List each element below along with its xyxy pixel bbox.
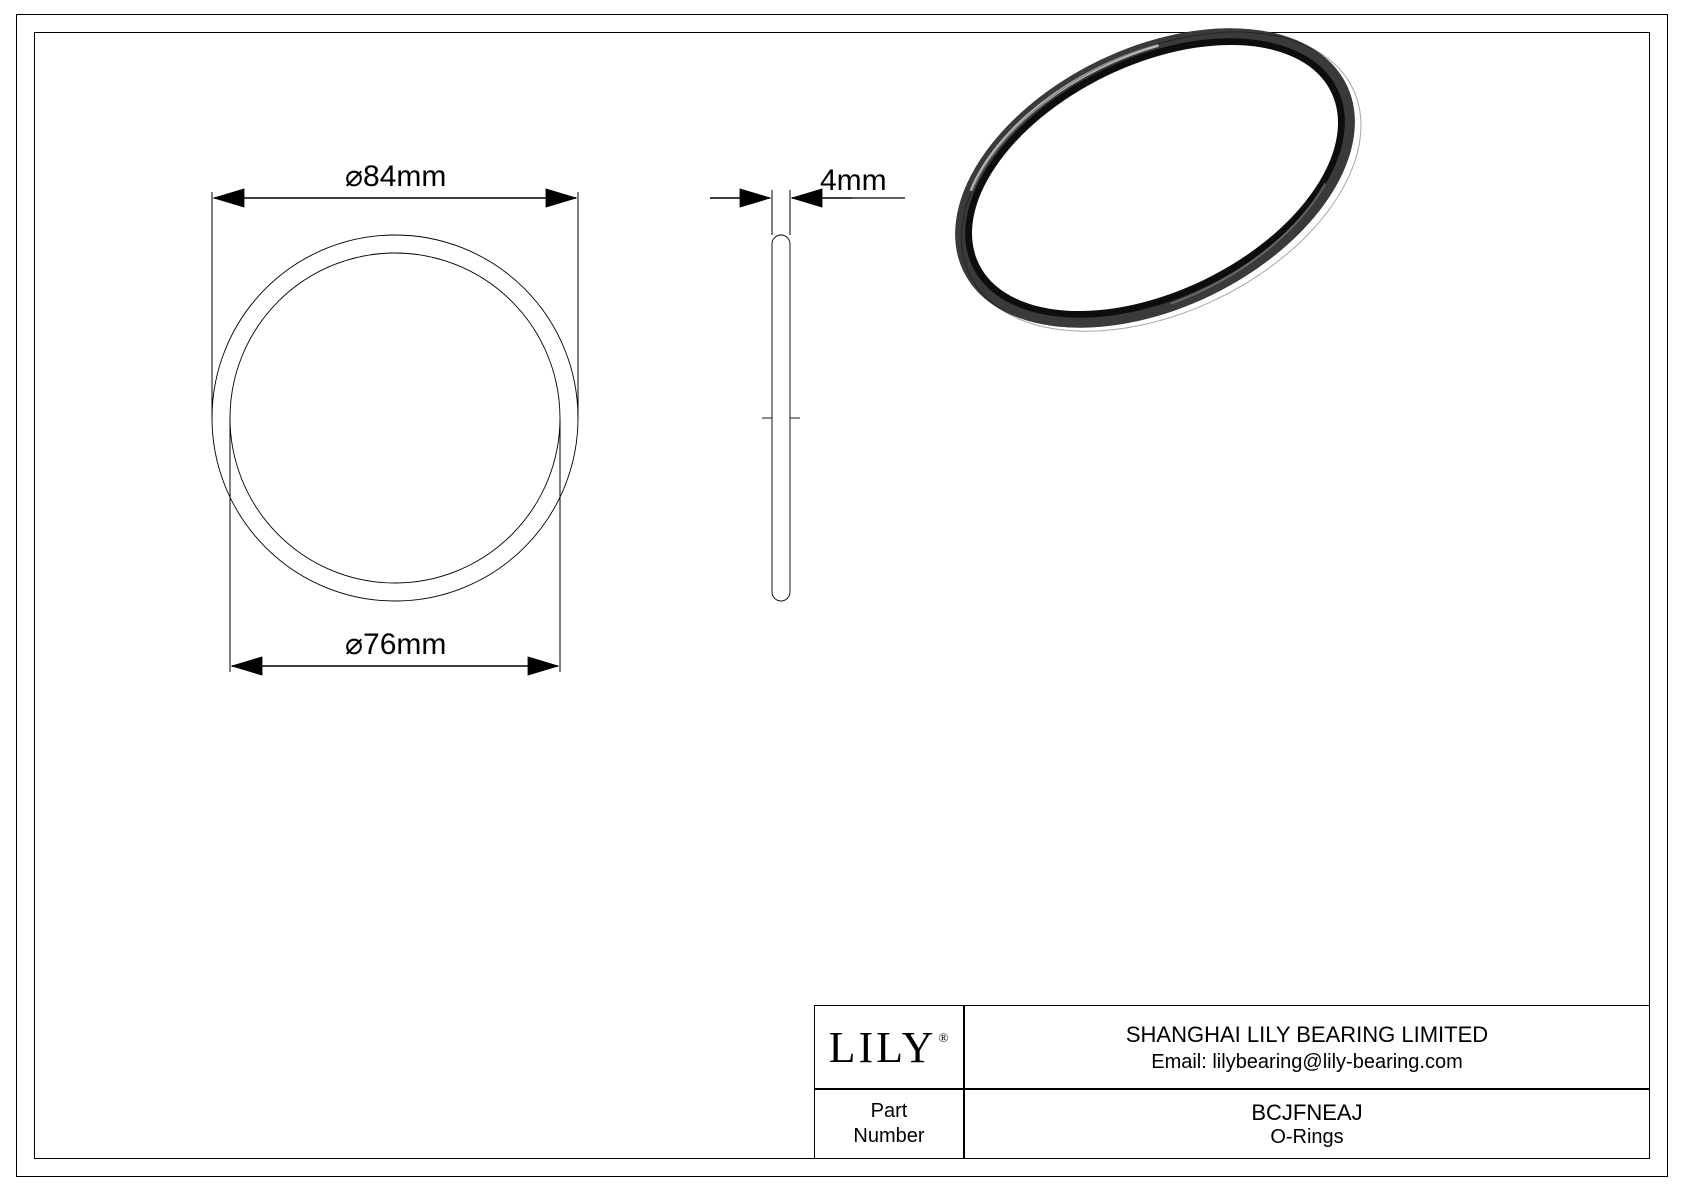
dim-thickness-label: 4mm xyxy=(820,164,887,197)
registered-mark: ® xyxy=(938,1030,951,1045)
dim-inner-diameter: ⌀76mm xyxy=(230,418,560,672)
company-cell: SHANGHAI LILY BEARING LIMITED Email: lil… xyxy=(964,1005,1650,1089)
logo-word: LILY xyxy=(829,1023,937,1072)
side-view xyxy=(762,235,800,601)
part-label-line2: Number xyxy=(853,1124,924,1149)
company-email: Email: lilybearing@lily-bearing.com xyxy=(1151,1051,1463,1074)
dim-thickness: 4mm xyxy=(710,164,905,235)
logo-cell: LILY® xyxy=(814,1005,964,1089)
dim-inner-dia-label: ⌀76mm xyxy=(345,628,446,661)
part-description: O-Rings xyxy=(1270,1126,1343,1149)
part-info-cell: BCJFNEAJ O-Rings xyxy=(964,1089,1650,1159)
iso-oring xyxy=(907,0,1410,394)
part-label-line1: Part xyxy=(871,1099,908,1124)
titleblock: LILY® SHANGHAI LILY BEARING LIMITED Emai… xyxy=(814,1005,1650,1159)
company-name: SHANGHAI LILY BEARING LIMITED xyxy=(1126,1020,1488,1051)
logo-text: LILY® xyxy=(829,1022,950,1073)
front-view xyxy=(212,235,578,601)
dim-outer-diameter: ⌀84mm xyxy=(212,160,578,418)
part-number: BCJFNEAJ xyxy=(1251,1100,1362,1126)
part-label-cell: Part Number xyxy=(814,1089,964,1159)
dim-outer-dia-label: ⌀84mm xyxy=(345,160,446,193)
